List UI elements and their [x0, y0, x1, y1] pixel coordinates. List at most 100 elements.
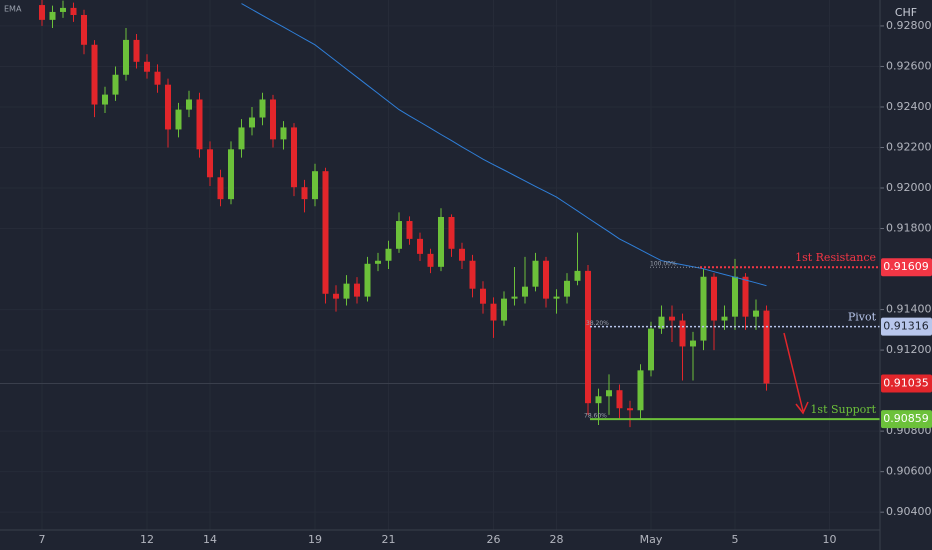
x-tick-label: 7: [39, 533, 46, 546]
level-badge-label: 0.90859: [883, 412, 929, 425]
candle-body: [459, 248, 465, 261]
level-badge-label: 0.91609: [883, 260, 929, 273]
candle-body: [60, 7, 66, 12]
candle-body: [658, 316, 665, 329]
y-tick-label: 0.91400: [886, 303, 932, 316]
level-label: 1st Support: [810, 403, 876, 416]
fib-label: 78.60%: [584, 413, 607, 420]
candle-body: [522, 286, 528, 297]
candle-body: [627, 408, 633, 411]
candle-body: [742, 276, 749, 317]
y-tick-label: 0.92200: [886, 140, 932, 153]
candle-body: [385, 248, 392, 261]
level-label: 1st Resistance: [795, 251, 876, 264]
candle-body: [690, 340, 696, 347]
x-tick-label: 21: [382, 533, 396, 546]
candle-body: [669, 316, 675, 321]
candle-body: [480, 288, 486, 304]
candle-body: [375, 260, 381, 264]
candle-body: [91, 44, 98, 105]
candle-body: [112, 74, 119, 95]
fib-label: 38.20%: [586, 320, 609, 327]
candle-body: [144, 61, 150, 72]
candle-body: [186, 99, 192, 110]
candle-body: [81, 14, 87, 45]
x-tick-label: 10: [823, 533, 837, 546]
x-tick-label: 26: [487, 533, 501, 546]
x-tick-label: 19: [308, 533, 322, 546]
candle-body: [312, 171, 318, 200]
candle-body: [165, 84, 171, 130]
y-tick-label: 0.91800: [886, 222, 932, 235]
candle-body: [217, 177, 224, 200]
candle-body: [70, 7, 77, 15]
candle-body: [249, 117, 255, 128]
candle-body: [396, 221, 402, 249]
y-tick-label: 0.91200: [886, 343, 932, 356]
candle-body: [280, 127, 287, 140]
forecast-arrow: [783, 332, 809, 415]
x-tick-label: May: [640, 533, 663, 546]
candle-body: [39, 5, 45, 20]
x-tick-label: 12: [140, 533, 154, 546]
candle-body: [595, 396, 602, 404]
candle-body: [763, 310, 770, 384]
x-tick-label: 14: [203, 533, 217, 546]
candle-body: [301, 187, 308, 200]
candle-body: [354, 283, 360, 297]
candle-body: [343, 283, 350, 299]
candle-body: [501, 298, 507, 321]
y-tick-label: 0.92800: [886, 19, 932, 32]
candle-body: [721, 316, 728, 321]
indicator-label: EMA: [4, 5, 22, 14]
candle-body: [175, 109, 182, 130]
y-tick-label: 0.92400: [886, 100, 932, 113]
candle-body: [228, 149, 234, 200]
candle-body: [532, 260, 539, 287]
candle-body: [606, 390, 612, 397]
candle-body: [543, 260, 549, 299]
level-label: Pivot: [848, 311, 877, 324]
candle-body: [679, 320, 686, 347]
candle-body: [406, 221, 413, 239]
candle-body: [637, 370, 644, 411]
level-badge: [881, 317, 932, 336]
candle-body: [196, 99, 203, 150]
fib-label: 100.00%: [650, 261, 677, 268]
candle-body: [291, 127, 297, 188]
y-tick-label: 0.92000: [886, 181, 932, 194]
last-price-label: 0.91035: [883, 377, 929, 390]
candle-body: [417, 238, 423, 254]
candle-body: [259, 99, 266, 118]
candle-body: [207, 149, 213, 178]
candle-body: [585, 270, 591, 404]
candle-body: [322, 171, 329, 294]
candle-body: [123, 39, 129, 75]
candle-body: [616, 390, 623, 409]
candle-body: [469, 260, 476, 289]
candle-body: [333, 293, 339, 299]
candle-body: [154, 71, 161, 85]
y-tick-label: 0.90400: [886, 505, 932, 518]
ema-line: [241, 3, 767, 287]
candle-body: [732, 276, 738, 317]
candle-body: [364, 263, 371, 297]
arrow-shaft: [783, 332, 804, 412]
candle-body: [574, 270, 581, 281]
currency-label: CHF: [895, 6, 917, 19]
level-badge: [881, 258, 932, 277]
candle-body: [133, 39, 140, 62]
candle-body: [648, 328, 654, 371]
candle-body: [511, 296, 518, 299]
candle-body: [102, 94, 108, 105]
candle-body: [270, 99, 276, 140]
last-price-badge: [881, 374, 932, 393]
y-tick-label: 0.92600: [886, 59, 932, 72]
candle-body: [438, 216, 444, 267]
arrow-head: [795, 401, 809, 415]
candle-body: [49, 11, 56, 20]
candle-body: [753, 310, 759, 317]
candle-body: [427, 253, 434, 267]
